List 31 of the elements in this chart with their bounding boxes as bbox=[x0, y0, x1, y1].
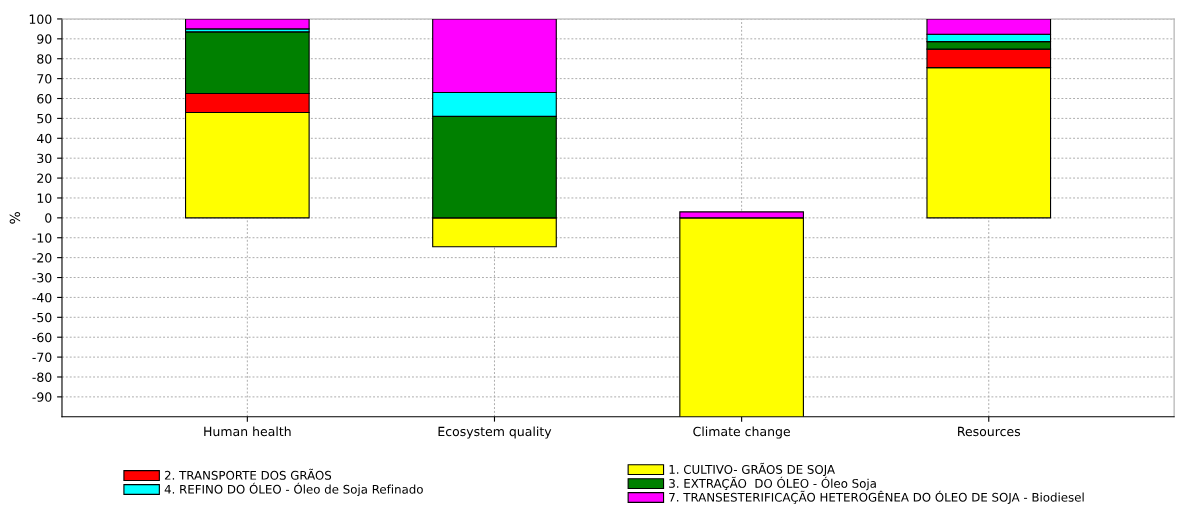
legend-label: 1. CULTIVO- GRÃOS DE SOJA bbox=[669, 462, 835, 477]
y-tick-label: 50 bbox=[37, 113, 52, 124]
y-tick-label: -20 bbox=[32, 253, 52, 263]
y-tick-label: -80 bbox=[32, 372, 52, 382]
bar bbox=[184, 18, 310, 30]
y-tick-label: -40 bbox=[32, 292, 52, 303]
x-tick-label: Human health bbox=[204, 426, 291, 437]
y-tick-label: -70 bbox=[32, 352, 52, 363]
y-tick-label: 10 bbox=[37, 193, 52, 203]
y-tick-label: 20 bbox=[37, 173, 52, 183]
y-tick-label: 60 bbox=[37, 93, 52, 104]
x-tick-label: Climate change bbox=[693, 426, 790, 439]
y-tick-label: 100 bbox=[29, 14, 52, 24]
y-tick-label: -30 bbox=[32, 273, 52, 283]
y-tick-label: 40 bbox=[36, 133, 52, 144]
x-tick-label: Resources bbox=[958, 426, 1021, 437]
x-tick-label: Ecosystem quality bbox=[438, 426, 552, 439]
legend-label: 2. TRANSPORTE DOS GRÃOS bbox=[164, 468, 332, 480]
y-tick-label: 70 bbox=[37, 74, 52, 84]
y-tick-label: 80 bbox=[37, 54, 52, 64]
y-tick-label: -90 bbox=[32, 392, 52, 402]
legend-label: 3. EXTRAÇÃO DO ÓLEO - Óleo Soja bbox=[669, 476, 876, 491]
legend-label: 7. TRANSESTERIFICAÇÃO HETEROGÊNEA DO ÓLEO DE SOJA - Biodiesel bbox=[669, 490, 1084, 504]
legend-label: 4. REFINO DO ÓLEO - Óleo de Soja Refinado bbox=[164, 482, 423, 497]
y-tick-label: -50 bbox=[32, 312, 52, 323]
y-tick-label: 0 bbox=[45, 213, 52, 223]
y-tick-label: 30 bbox=[37, 153, 52, 164]
y-tick-label: -10 bbox=[32, 233, 52, 243]
y-axis-title: % bbox=[9, 212, 21, 224]
y-tick-label: -60 bbox=[32, 332, 52, 343]
y-tick-label: 90 bbox=[37, 34, 52, 44]
